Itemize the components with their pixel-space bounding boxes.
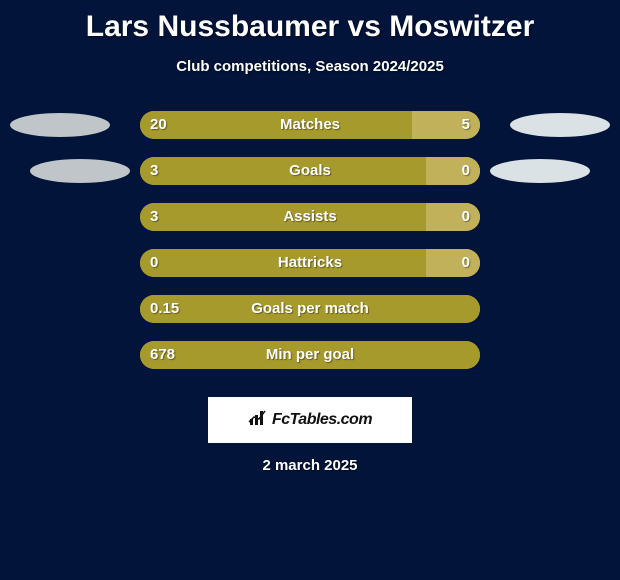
stat-row: 00Hattricks bbox=[0, 249, 620, 295]
stat-bar: 30Assists bbox=[140, 203, 480, 231]
stats-area: 205Matches 30Goals 30Assists 00Hattricks 0.1… bbox=[0, 111, 620, 387]
stat-label: Matches bbox=[140, 111, 480, 139]
stat-label: Assists bbox=[140, 203, 480, 231]
stat-row: 678Min per goal bbox=[0, 341, 620, 387]
player-badge-right bbox=[490, 159, 590, 183]
stat-bar: 00Hattricks bbox=[140, 249, 480, 277]
stat-label: Min per goal bbox=[140, 341, 480, 369]
player-badge-left bbox=[10, 113, 110, 137]
date-label: 2 march 2025 bbox=[0, 443, 620, 474]
stat-row: 0.15Goals per match bbox=[0, 295, 620, 341]
stat-label: Hattricks bbox=[140, 249, 480, 277]
subtitle: Club competitions, Season 2024/2025 bbox=[0, 44, 620, 75]
player-badge-left bbox=[30, 159, 130, 183]
attribution-badge: FcTables.com bbox=[208, 397, 412, 443]
page-title: Lars Nussbaumer vs Moswitzer bbox=[0, 0, 620, 44]
stat-bar: 0.15Goals per match bbox=[140, 295, 480, 323]
stat-label: Goals per match bbox=[140, 295, 480, 323]
stat-row: 205Matches bbox=[0, 111, 620, 157]
player-badge-right bbox=[510, 113, 610, 137]
stat-bar: 30Goals bbox=[140, 157, 480, 185]
attribution-text: FcTables.com bbox=[272, 411, 372, 429]
stat-bar: 678Min per goal bbox=[140, 341, 480, 369]
chart-icon bbox=[248, 409, 268, 432]
stat-label: Goals bbox=[140, 157, 480, 185]
stat-row: 30Goals bbox=[0, 157, 620, 203]
stat-row: 30Assists bbox=[0, 203, 620, 249]
stat-bar: 205Matches bbox=[140, 111, 480, 139]
